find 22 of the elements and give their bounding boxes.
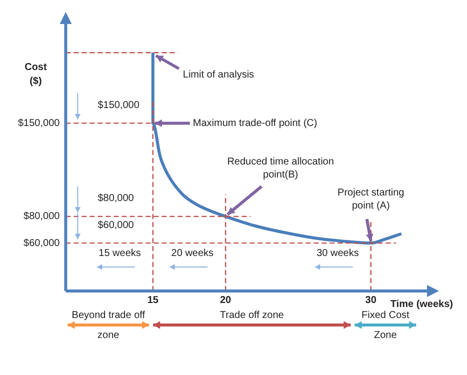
x-tick-label: 30 (365, 294, 377, 306)
annotation: Project starting point (A) (338, 187, 404, 212)
annotation: Maximum trade-off point (C) (192, 118, 318, 129)
annotation: Limit of analysis (182, 69, 254, 80)
ref-line-label: $150,000 (98, 100, 140, 111)
ref-line-label: $80,000 (98, 193, 134, 204)
ref-line-label: $60,000 (98, 220, 134, 231)
text: Trade off zone (220, 310, 284, 321)
ref-line-label: 20 weeks (171, 248, 214, 259)
y-axis-title: Cost ($) (24, 62, 48, 87)
x-axis-title: Time (weeks) (390, 298, 453, 310)
ref-line-label: 30 weeks (316, 248, 359, 259)
y-tick-label: $60,000 (24, 238, 60, 249)
line-series (151, 51, 403, 245)
annotation: Reduced time allocation point(B) (227, 156, 334, 181)
y-tick-label: $150,000 (18, 118, 60, 129)
x-tick-label: 20 (220, 294, 232, 306)
y-tick-label: $80,000 (24, 211, 60, 222)
text: Fixed Cost Zone (362, 310, 410, 341)
x-tick-label: 15 (147, 294, 159, 306)
ref-line-label: 15 weeks (98, 248, 141, 259)
text: Beyond trade off zone (72, 310, 146, 341)
